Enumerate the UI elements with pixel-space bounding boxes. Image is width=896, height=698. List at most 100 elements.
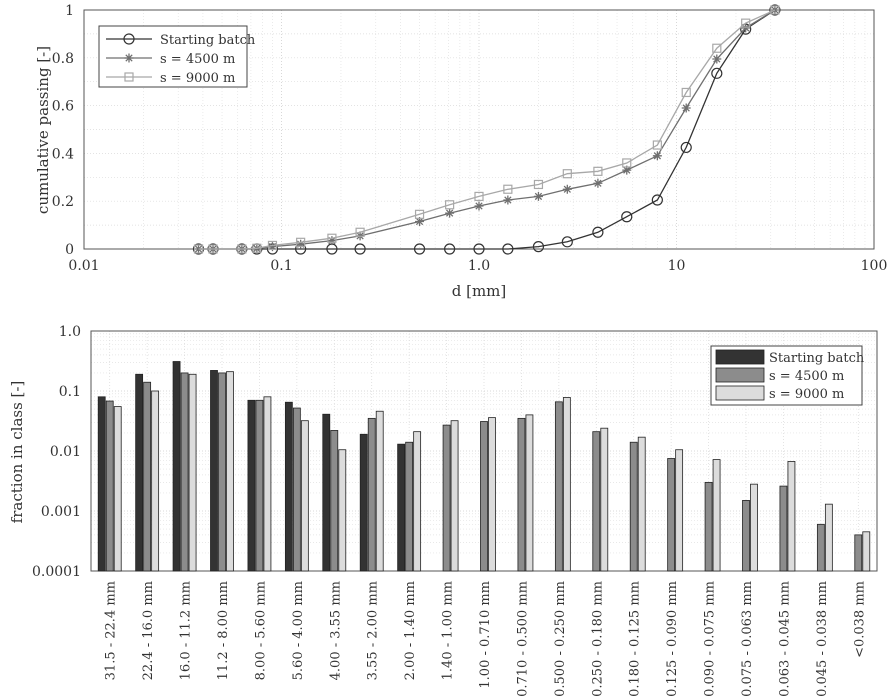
bar <box>517 417 526 572</box>
series-marker-star <box>415 217 425 227</box>
top-y-axis-label: cumulative passing [-] <box>34 46 52 214</box>
bar <box>629 441 638 572</box>
bar <box>488 417 496 572</box>
bar <box>824 503 833 572</box>
legend-label: s = 9000 m <box>769 387 844 402</box>
bar <box>854 534 863 572</box>
series-marker-square <box>681 87 691 98</box>
series-marker-square <box>414 209 425 219</box>
series-marker-star <box>681 103 691 113</box>
bar <box>554 401 563 572</box>
legend-label: s = 4500 m <box>769 369 844 384</box>
series-marker-square <box>474 191 484 202</box>
bar <box>637 436 646 572</box>
series-marker-circle <box>561 236 573 248</box>
legend-label: Starting batch <box>769 351 865 366</box>
series-marker-star <box>562 184 572 194</box>
top-x-tick-label: 0.1 <box>270 258 292 274</box>
top-y-tick-label: 0.8 <box>52 51 74 67</box>
bottom-y-tick-label: 0.0001 <box>32 564 81 580</box>
series-marker-square <box>562 169 572 179</box>
series-square <box>193 5 780 254</box>
bar <box>300 420 309 572</box>
top-y-tick-label: 0.6 <box>52 99 74 115</box>
bar <box>742 500 750 572</box>
series-marker-square <box>445 200 455 210</box>
series-marker-star <box>741 23 751 33</box>
bar <box>600 427 609 572</box>
bar <box>359 433 368 572</box>
bar <box>135 373 144 572</box>
top-y-tick-label: 0.2 <box>52 194 74 210</box>
bar <box>562 397 571 572</box>
fraction-in-class-chart: 0.0001 0.001 0.01 0.1 1.0 31.5 - 22.4 mm 22.4 … <box>8 324 878 697</box>
bar <box>218 372 226 572</box>
bottom-category-label: 11.2 - 8.00 mm <box>216 581 231 680</box>
series-marker-square <box>622 158 632 168</box>
cumulative-passing-chart: 0.01 0.1 1.0 10 100 0 0.2 0.4 0.6 0.8 1 d [mm] cum… <box>34 3 887 300</box>
series-marker-square <box>652 140 662 150</box>
series-marker-star <box>622 165 632 175</box>
bottom-category-label: 3.55 - 2.00 mm <box>366 581 381 680</box>
top-x-tick-label: 10 <box>668 258 686 274</box>
bottom-category-label: 0.090 - 0.075 mm <box>703 581 718 697</box>
series-marker-square <box>355 227 365 237</box>
bar <box>226 371 234 572</box>
bar <box>97 396 106 572</box>
bar <box>787 461 796 572</box>
series-marker-circle <box>532 241 545 253</box>
series-marker-circle <box>680 141 692 154</box>
bottom-category-label: 1.00 - 0.710 mm <box>478 581 493 689</box>
top-series <box>192 4 781 255</box>
series-marker-square <box>193 244 204 254</box>
bottom-category-label: 2.00 - 1.40 mm <box>403 581 418 680</box>
series-marker-circle <box>621 211 633 223</box>
series-marker-star <box>652 151 662 161</box>
series-marker-star <box>267 242 277 252</box>
series-marker-square <box>770 5 780 15</box>
legend-swatch <box>715 367 765 383</box>
bar <box>180 372 189 572</box>
series-marker-star <box>770 5 780 15</box>
series-marker-square <box>503 184 513 194</box>
bottom-category-label: 31.5 - 22.4 mm <box>104 581 119 680</box>
bottom-category-label: 0.125 - 0.090 mm <box>665 581 680 697</box>
bar <box>105 400 114 572</box>
bar <box>210 370 218 572</box>
top-legend: Starting batch s = 4500 m s = 9000 m <box>98 25 256 88</box>
top-x-tick-label: 1.0 <box>468 258 490 274</box>
bar <box>255 399 264 572</box>
bottom-category-label: 0.063 - 0.045 mm <box>777 581 792 697</box>
bar <box>667 458 676 572</box>
bar <box>322 413 331 572</box>
series-marker-square <box>533 179 544 190</box>
series-marker-square <box>208 244 218 254</box>
bar <box>375 410 384 572</box>
series-marker-square <box>237 244 247 254</box>
series-marker-square <box>267 240 278 251</box>
bar <box>675 449 684 572</box>
legend-label: Starting batch <box>160 33 256 48</box>
series-marker-star <box>296 239 306 249</box>
series-marker-circle <box>592 226 604 238</box>
bar <box>480 421 488 572</box>
bottom-y-axis-label: fraction in class [-] <box>8 381 26 524</box>
series-marker-square <box>712 43 722 53</box>
bottom-y-tick-label: 1.0 <box>59 324 81 340</box>
top-y-tick-label: 0 <box>65 242 74 258</box>
series-marker-circle <box>769 4 781 16</box>
bar <box>338 449 347 572</box>
bar <box>712 459 721 572</box>
series-marker-square <box>741 18 751 28</box>
bottom-y-tick-label: 0.1 <box>59 384 81 400</box>
top-ticks: 0.01 0.1 1.0 10 100 0 0.2 0.4 0.6 0.8 1 <box>52 3 888 274</box>
series-marker-circle <box>444 243 456 255</box>
bottom-category-label: 4.00 - 3.55 mm <box>328 581 343 680</box>
bottom-category-label: 16.0 - 11.2 mm <box>179 581 194 680</box>
series-marker-circle <box>711 67 723 79</box>
series-marker-circle <box>473 243 485 255</box>
bar <box>172 361 181 572</box>
series-marker-circle <box>123 33 135 45</box>
legend-swatch <box>715 349 765 365</box>
bar <box>247 399 256 572</box>
